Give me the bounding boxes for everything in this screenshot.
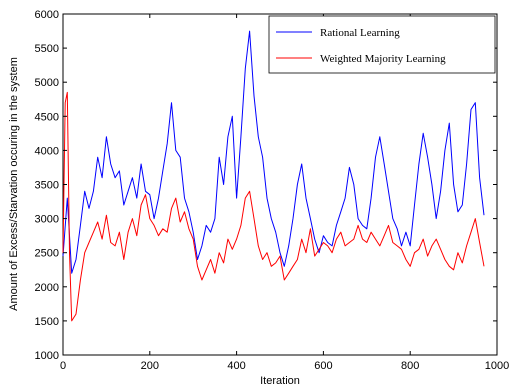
series-line-weighted-majority-learning xyxy=(62,91,485,322)
y-tick-label: 4500 xyxy=(35,111,59,123)
y-tick-label: 3000 xyxy=(35,214,59,226)
y-tick-label: 5500 xyxy=(35,43,59,55)
y-tick-label: 6000 xyxy=(35,9,59,21)
x-tick-label: 0 xyxy=(60,360,66,372)
y-tick-label: 2000 xyxy=(35,282,59,294)
y-tick-label: 5000 xyxy=(35,77,59,89)
legend: Rational Learning Weighted Majority Lear… xyxy=(268,15,496,74)
x-tick-label: 800 xyxy=(401,360,419,372)
x-tick-label: 400 xyxy=(227,360,245,372)
y-tick-label: 1000 xyxy=(35,350,59,362)
series-line-rational-learning xyxy=(62,30,485,274)
tick-layer: 0 200 400 600 800 1000 1000 1500 2000 2500 3000 350… xyxy=(35,9,510,372)
x-tick-label: 1000 xyxy=(485,360,509,372)
legend-box xyxy=(268,15,496,74)
legend-label-rational: Rational Learning xyxy=(320,27,400,39)
x-axis-label: Iteration xyxy=(260,375,300,387)
x-tick-label: 200 xyxy=(141,360,159,372)
x-tick-label: 600 xyxy=(314,360,332,372)
y-tick-label: 2500 xyxy=(35,248,59,260)
legend-label-weighted-majority: Weighted Majority Learning xyxy=(320,53,446,65)
y-tick-label: 3500 xyxy=(35,180,59,192)
y-tick-label: 4000 xyxy=(35,145,59,157)
series-layer xyxy=(62,30,485,322)
y-axis-label: Amount of Excess/Starvation occuring in … xyxy=(8,57,20,311)
y-tick-label: 1500 xyxy=(35,316,59,328)
